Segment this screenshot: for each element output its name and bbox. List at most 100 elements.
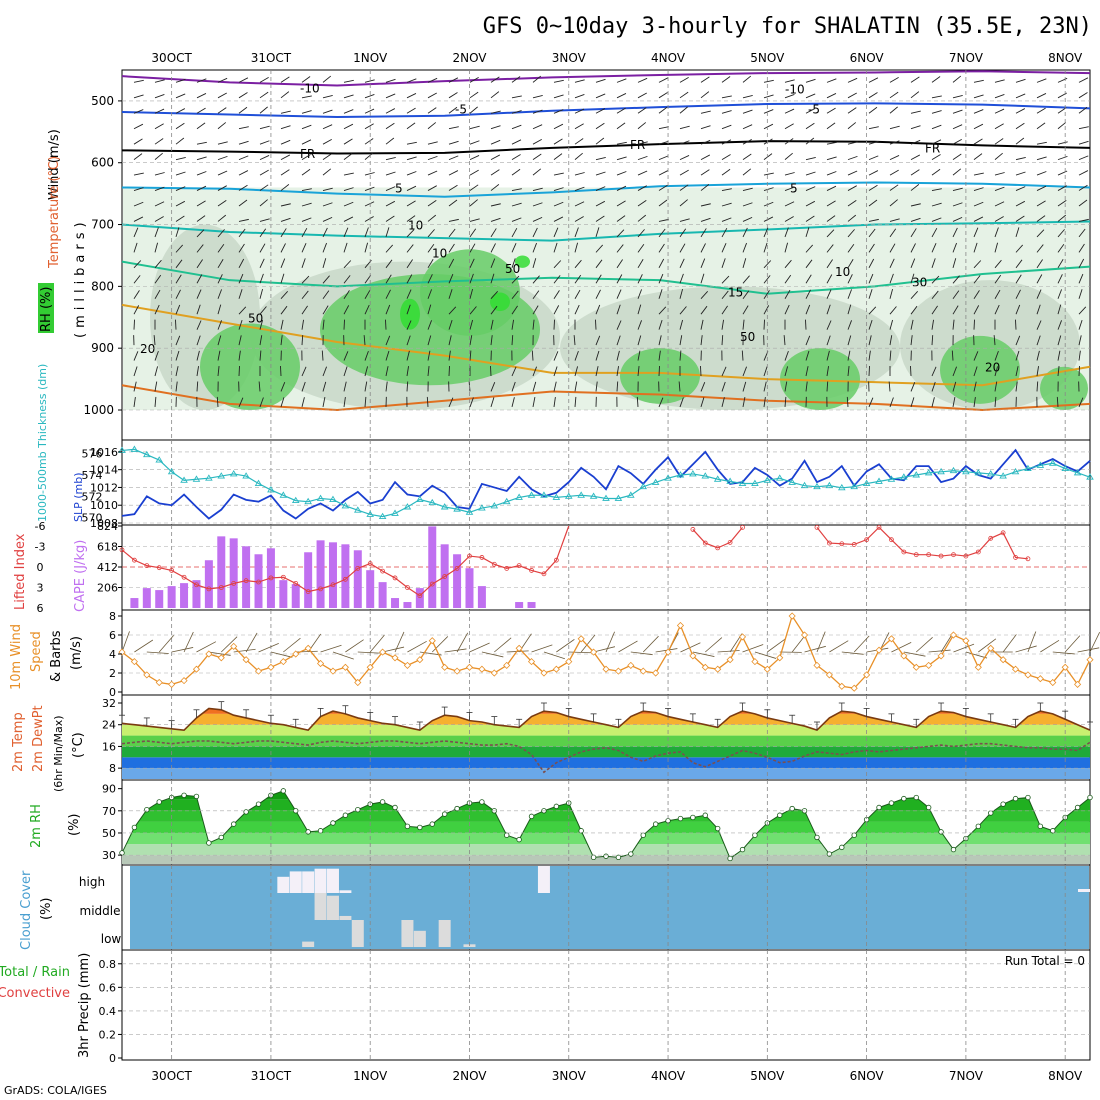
thickness-point	[217, 472, 226, 479]
wind-barb	[1078, 199, 1088, 207]
thickness-point	[713, 475, 722, 482]
wind-barb	[406, 215, 416, 222]
wind-barb	[1078, 273, 1084, 284]
li-point	[194, 582, 199, 588]
wind-barb	[700, 110, 711, 114]
date-label-bottom: 1NOV	[353, 1069, 388, 1083]
wind-barb	[700, 273, 705, 284]
surface-wind-barb	[1052, 651, 1075, 655]
wind-barb	[490, 290, 499, 300]
wind-barb	[973, 153, 983, 160]
wind-barb	[741, 350, 744, 361]
cape-bar	[477, 586, 486, 608]
cloud-bars	[123, 866, 1090, 949]
surface-wind-barb	[419, 651, 442, 656]
wind-barb	[301, 227, 308, 238]
rh-point	[628, 851, 634, 857]
li-point	[429, 581, 435, 587]
wind-barb	[931, 243, 937, 253]
wind-barb	[448, 126, 459, 130]
wind-barb	[658, 170, 669, 176]
wind-barb	[826, 229, 835, 238]
surface-wind-barb	[1002, 634, 1017, 653]
wind-barb	[490, 110, 501, 114]
wind-barb	[469, 397, 474, 408]
wind-barb	[154, 123, 164, 130]
thickness-point	[403, 503, 412, 510]
wind-barb	[721, 305, 728, 315]
li-point	[988, 535, 994, 541]
rh-point	[814, 834, 820, 841]
wind-barb	[196, 156, 207, 161]
wind-barb	[1078, 106, 1088, 114]
surface-wind-barb	[605, 631, 615, 653]
rh-shade-blob	[490, 292, 510, 312]
thickness-point	[254, 479, 263, 486]
wind-barb	[742, 366, 748, 377]
thickness-point	[999, 472, 1007, 479]
wind-barb	[847, 304, 852, 315]
wind-barb	[868, 258, 875, 269]
wind-barb	[889, 335, 893, 346]
cloud-bar	[413, 930, 426, 947]
wind-speed-point	[875, 646, 883, 654]
wind-barb	[910, 335, 913, 346]
wind-barb	[952, 75, 962, 83]
wind-speed-point	[813, 661, 821, 669]
wind-barb	[238, 365, 240, 377]
thickness-point	[602, 494, 610, 501]
wind-barb	[952, 381, 957, 392]
wind-barb	[700, 335, 703, 346]
wind-barb	[868, 126, 879, 130]
wind-barb	[217, 200, 227, 207]
wind-speed-point	[416, 656, 424, 664]
li-tick-label: -6	[35, 520, 46, 533]
cape-bar	[229, 538, 238, 608]
wind-barb	[616, 366, 620, 377]
rh-shade-blob	[200, 323, 300, 410]
wind-barb	[553, 242, 558, 253]
rh-ylabel-2: (%)	[67, 814, 82, 837]
wind-barb	[721, 275, 730, 284]
thickness-point	[1048, 459, 1057, 466]
wind-barb	[888, 381, 891, 392]
temp-band	[122, 757, 1090, 769]
wind-barb	[175, 350, 180, 361]
wind-barb	[238, 155, 249, 161]
wind-barb	[889, 125, 900, 130]
wind-barb	[931, 76, 941, 83]
surface-wind-barb	[940, 633, 954, 653]
wind-speed-point	[987, 644, 995, 652]
rh-point	[1025, 794, 1031, 801]
wind-barb	[931, 258, 936, 268]
wind-barb	[616, 185, 627, 191]
wind-barb	[553, 138, 563, 145]
thickness-point	[577, 491, 585, 498]
wind-barb	[868, 228, 876, 238]
cloud-bar	[289, 871, 302, 893]
surface-wind-barb	[146, 651, 169, 654]
contour-label: 20	[140, 342, 155, 356]
surface-wind-barb	[233, 648, 256, 653]
rh-point	[206, 840, 212, 846]
surface-wind-barb	[1077, 647, 1100, 653]
wind-barb	[973, 319, 975, 330]
wind-barb	[595, 381, 598, 392]
wind-barb	[532, 187, 543, 191]
wind-speed-point	[925, 661, 933, 669]
wind-barb	[700, 76, 710, 83]
wind-barb	[364, 304, 370, 315]
wind-barb	[280, 290, 289, 300]
wind-barb	[805, 319, 807, 330]
wind-barb	[280, 91, 290, 99]
wind-barb	[238, 77, 249, 83]
wind-speed-point	[1024, 671, 1032, 679]
wind-barb	[553, 366, 558, 377]
wind-barb	[910, 243, 916, 253]
wind-barb	[196, 335, 201, 346]
surface-wind-barb	[915, 636, 933, 653]
wind-barb	[889, 155, 900, 161]
li-point	[876, 524, 882, 530]
wind-barb	[574, 172, 585, 176]
